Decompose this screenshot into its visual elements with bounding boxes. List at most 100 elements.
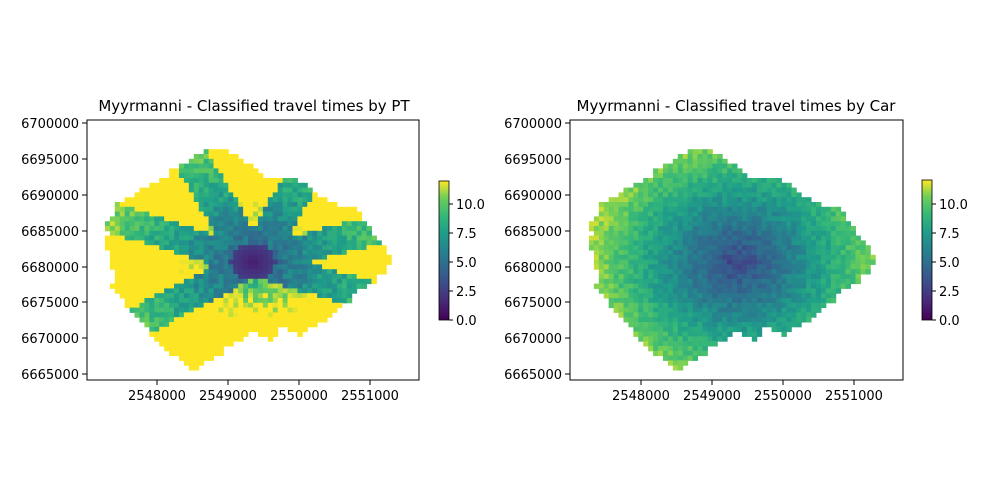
raster-cell xyxy=(208,346,215,352)
raster-cell xyxy=(331,221,338,227)
raster-cell xyxy=(598,226,605,232)
raster-cell xyxy=(272,264,279,270)
raster-cell xyxy=(608,245,615,251)
raster-cell xyxy=(682,216,689,222)
raster-cell xyxy=(203,341,210,347)
raster-cell xyxy=(746,202,753,208)
raster-cell xyxy=(174,259,180,265)
raster-cell xyxy=(287,307,293,313)
raster-cell xyxy=(677,274,684,280)
raster-cell xyxy=(712,226,718,232)
raster-cell xyxy=(287,269,293,275)
raster-cell xyxy=(756,178,763,184)
raster-cell xyxy=(233,288,239,294)
raster-cell xyxy=(712,235,718,241)
raster-cell xyxy=(178,278,185,285)
raster-cell xyxy=(771,307,777,313)
raster-cell xyxy=(381,245,387,251)
raster-cell xyxy=(815,240,822,246)
raster-cell xyxy=(243,288,249,294)
raster-cell xyxy=(159,250,165,256)
raster-cell xyxy=(633,192,639,198)
raster-cell xyxy=(188,168,195,174)
raster-cell xyxy=(687,178,694,184)
raster-cell xyxy=(149,283,155,289)
raster-cell xyxy=(322,206,328,213)
raster-cell xyxy=(761,197,768,203)
raster-cell xyxy=(213,283,219,289)
raster-cell xyxy=(776,269,782,275)
raster-cell xyxy=(791,298,797,304)
raster-cell xyxy=(139,293,145,299)
raster-cell xyxy=(717,269,723,275)
raster-cell xyxy=(672,230,679,237)
raster-cell xyxy=(228,187,234,193)
raster-cell xyxy=(815,307,822,313)
raster-cell xyxy=(198,307,205,313)
raster-cell xyxy=(618,206,624,213)
raster-cell xyxy=(159,293,165,299)
raster-cell xyxy=(806,226,812,232)
raster-cell xyxy=(272,250,279,256)
raster-cell xyxy=(692,331,699,337)
y-tick-label: 6695000 xyxy=(21,153,79,168)
raster-cell xyxy=(737,230,743,237)
raster-cell xyxy=(692,293,699,299)
raster-cell xyxy=(677,192,684,198)
raster-cell xyxy=(732,240,738,246)
raster-cell xyxy=(850,274,856,280)
raster-cell xyxy=(346,230,353,237)
raster-cell xyxy=(233,293,239,299)
raster-cell xyxy=(677,211,684,217)
raster-cell xyxy=(791,274,797,280)
raster-cell xyxy=(114,206,121,213)
raster-cell xyxy=(722,202,728,208)
raster-cell xyxy=(811,250,817,256)
raster-cell xyxy=(628,235,634,241)
raster-cell xyxy=(341,240,348,246)
raster-cell xyxy=(613,197,620,203)
raster-cell xyxy=(292,264,298,270)
raster-cell xyxy=(801,202,807,208)
raster-cell xyxy=(119,278,126,285)
raster-cell xyxy=(208,216,215,222)
raster-cell xyxy=(628,202,634,208)
raster-cell xyxy=(183,278,190,285)
raster-cell xyxy=(331,283,338,289)
raster-cell xyxy=(830,216,837,222)
raster-cell xyxy=(781,187,787,193)
raster-cell xyxy=(623,206,629,213)
raster-cell xyxy=(169,346,175,352)
raster-cell xyxy=(820,226,827,232)
raster-cell xyxy=(643,283,649,289)
raster-cell xyxy=(672,326,679,333)
raster-cell xyxy=(208,312,215,318)
raster-cell xyxy=(243,326,249,333)
raster-cell xyxy=(277,182,284,189)
raster-cell xyxy=(124,206,131,213)
raster-cell xyxy=(687,307,694,313)
raster-cell xyxy=(188,293,195,299)
raster-cell xyxy=(203,254,210,261)
raster-cell xyxy=(312,235,318,241)
raster-cell xyxy=(238,221,244,227)
raster-cell xyxy=(253,197,259,203)
raster-cell xyxy=(662,274,669,280)
raster-cell xyxy=(174,245,180,251)
colorbar-tick-label: 0.0 xyxy=(456,314,477,329)
y-tick-label: 6685000 xyxy=(504,225,562,240)
raster-cell xyxy=(302,322,308,328)
raster-cell xyxy=(648,322,654,328)
raster-cell xyxy=(741,278,748,285)
raster-cell xyxy=(598,278,605,285)
raster-cell xyxy=(712,336,718,342)
raster-cell xyxy=(164,288,170,294)
raster-cell xyxy=(134,264,140,270)
raster-cell xyxy=(697,317,703,323)
raster-cell xyxy=(277,278,284,285)
raster-cell xyxy=(208,182,215,189)
raster-cell xyxy=(267,202,274,208)
raster-cell xyxy=(302,187,308,193)
raster-cell xyxy=(746,230,753,237)
raster-cell xyxy=(149,187,155,193)
